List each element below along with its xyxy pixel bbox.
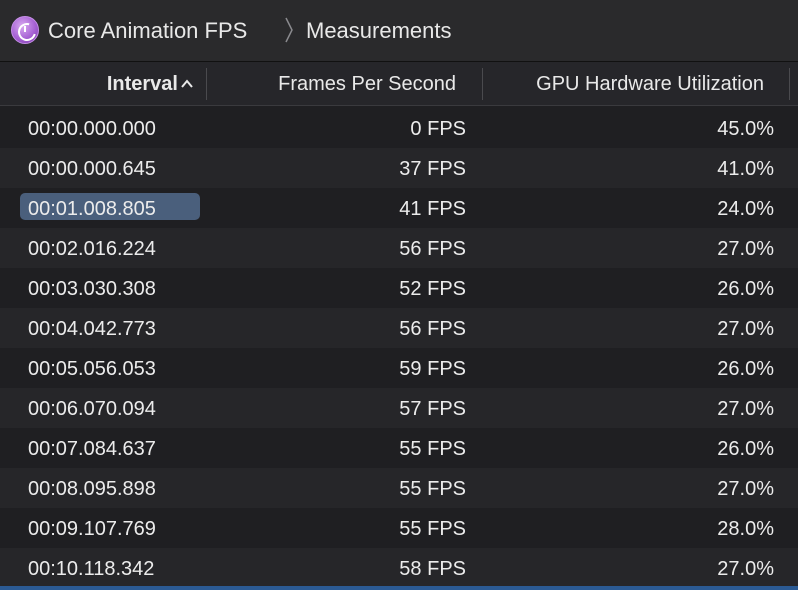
cell-gpu-utilization: 26.0% [717,358,774,380]
cell-gpu-utilization: 41.0% [717,158,774,180]
column-header-gpu-label: GPU Hardware Utilization [536,73,764,95]
cell-interval: 00:00.000.000 [28,118,156,140]
cell-gpu-utilization: 26.0% [717,278,774,300]
cell-interval: 00:05.056.053 [28,358,156,380]
cell-fps: 57 FPS [399,398,466,420]
table-row[interactable]: 00:02.016.224 56 FPS 27.0% [0,228,798,268]
table-row[interactable]: 00:09.107.769 55 FPS 28.0% [0,508,798,548]
table-row[interactable]: 00:06.070.094 57 FPS 27.0% [0,388,798,428]
cell-interval: 00:00.000.645 [28,158,156,180]
column-header-interval[interactable]: Interval [0,62,206,106]
breadcrumb: Core Animation FPS Measurements [0,0,798,62]
selection-indicator-strip [0,586,798,590]
core-animation-fps-icon[interactable] [11,16,39,44]
table-header: Interval Frames Per Second GPU Hardware … [0,62,798,106]
column-divider[interactable] [206,68,207,100]
cell-gpu-utilization: 26.0% [717,438,774,460]
cell-interval: 00:02.016.224 [28,238,156,260]
cell-gpu-utilization: 28.0% [717,518,774,540]
table-row[interactable]: 00:07.084.637 55 FPS 26.0% [0,428,798,468]
table-row[interactable]: 00:04.042.773 56 FPS 27.0% [0,308,798,348]
column-header-interval-label: Interval [106,73,178,95]
cell-gpu-utilization: 45.0% [717,118,774,140]
cell-fps: 59 FPS [399,358,466,380]
cell-gpu-utilization: 27.0% [717,558,774,580]
cell-gpu-utilization: 27.0% [717,478,774,500]
cell-gpu-utilization: 24.0% [717,198,774,220]
cell-gpu-utilization: 27.0% [717,318,774,340]
table-row[interactable]: 00:05.056.053 59 FPS 26.0% [0,348,798,388]
table-row[interactable]: 00:03.030.308 52 FPS 26.0% [0,268,798,308]
table-row[interactable]: 00:00.000.645 37 FPS 41.0% [0,148,798,188]
column-divider[interactable] [789,68,790,100]
breadcrumb-section[interactable]: Measurements [306,18,452,43]
cell-fps: 56 FPS [399,318,466,340]
column-divider[interactable] [482,68,483,100]
cell-interval: 00:08.095.898 [28,478,156,500]
column-header-fps[interactable]: Frames Per Second [208,62,482,106]
cell-interval: 00:03.030.308 [28,278,156,300]
cell-interval: 00:09.107.769 [28,518,156,540]
cell-gpu-utilization: 27.0% [717,398,774,420]
column-header-gpu[interactable]: GPU Hardware Utilization [484,62,790,106]
cell-fps: 55 FPS [399,518,466,540]
cell-gpu-utilization: 27.0% [717,238,774,260]
column-header-fps-label: Frames Per Second [278,73,456,95]
cell-interval: 00:06.070.094 [28,398,156,420]
cell-fps: 55 FPS [399,438,466,460]
table-row[interactable]: 00:10.118.342 58 FPS 27.0% [0,548,798,588]
sort-ascending-icon [181,79,193,88]
cell-fps: 37 FPS [399,158,466,180]
cell-fps: 0 FPS [410,118,466,140]
table-body: 00:00.000.000 0 FPS 45.0% 00:00.000.645 37 F… [0,108,798,590]
chevron-right-icon [285,17,293,43]
cell-fps: 55 FPS [399,478,466,500]
table-row[interactable]: 00:00.000.000 0 FPS 45.0% [0,108,798,148]
cell-interval: 00:10.118.342 [28,558,155,580]
table-row[interactable]: 00:01.008.805 41 FPS 24.0% [0,188,798,228]
selection-highlight [20,193,200,220]
cell-interval: 00:04.042.773 [28,318,156,340]
table-row[interactable]: 00:08.095.898 55 FPS 27.0% [0,468,798,508]
cell-fps: 56 FPS [399,238,466,260]
breadcrumb-app-title[interactable]: Core Animation FPS [48,18,248,43]
cell-interval: 00:01.008.805 [28,198,156,220]
cell-fps: 58 FPS [399,558,466,580]
cell-interval: 00:07.084.637 [28,438,156,460]
cell-fps: 41 FPS [399,198,466,220]
cell-fps: 52 FPS [399,278,466,300]
